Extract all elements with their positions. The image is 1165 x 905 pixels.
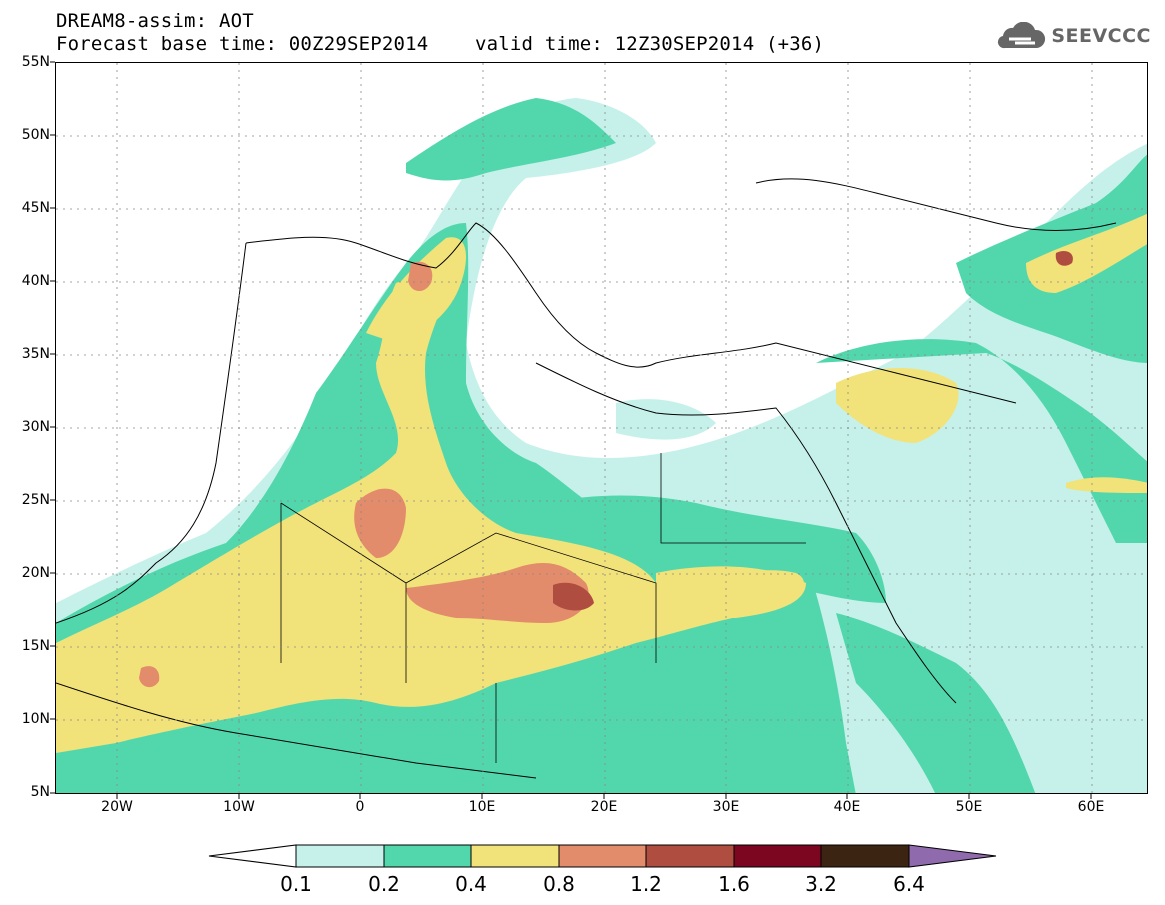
colorbar-over-arrow [908, 844, 997, 868]
lat-label: 15N [21, 638, 50, 654]
lat-label: 55N [21, 54, 50, 70]
colorbar-level: 1.2 [630, 872, 662, 896]
aot-map [55, 62, 1148, 794]
colorbar-level: 0.2 [368, 872, 400, 896]
map-title: DREAM8-assim: AOT [56, 10, 254, 32]
colorbar-bin [295, 844, 385, 868]
lon-label: 40E [833, 799, 861, 815]
colorbar-bin [558, 844, 647, 868]
colorbar-level: 3.2 [805, 872, 837, 896]
lat-label: 40N [21, 273, 50, 289]
colorbar-level: 0.8 [543, 872, 575, 896]
aot-field [56, 63, 1147, 793]
lat-label: 20N [21, 565, 50, 581]
lat-label: 35N [21, 346, 50, 362]
cloud-icon [998, 22, 1046, 49]
colorbar-bin [645, 844, 735, 868]
colorbar-bin [733, 844, 822, 868]
lon-label: 10E [468, 799, 496, 815]
lon-label: 20E [590, 799, 618, 815]
colorbar-bin [820, 844, 910, 868]
forecast-time-line: Forecast base time: 00Z29SEP2014 valid t… [56, 33, 825, 55]
lon-label: 10W [223, 799, 255, 815]
lat-label: 25N [21, 492, 50, 508]
lon-label: 20W [101, 799, 133, 815]
lon-label: 30E [712, 799, 740, 815]
colorbar-level: 0.1 [280, 872, 312, 896]
colorbar-bin [470, 844, 560, 868]
lon-label: 50E [955, 799, 983, 815]
colorbar-level: 0.4 [455, 872, 487, 896]
lat-label: 45N [21, 200, 50, 216]
lon-label: 0 [355, 799, 365, 815]
aot-band-0.4 [56, 213, 1147, 753]
colorbar-bin [383, 844, 472, 868]
aot-band-0.8 [139, 261, 589, 688]
lat-label: 10N [21, 711, 50, 727]
colorbar-level: 1.6 [718, 872, 750, 896]
lat-label: 5N [30, 784, 50, 800]
logo-text: SEEVCCC [1051, 25, 1151, 47]
colorbar-under-arrow [208, 844, 297, 868]
colorbar-level: 6.4 [893, 872, 925, 896]
lat-label: 30N [21, 419, 50, 435]
lon-label: 60E [1077, 799, 1105, 815]
aot-band-1.2 [553, 251, 1073, 611]
lat-label: 50N [21, 127, 50, 143]
seevccc-logo: SEEVCCC [995, 22, 1151, 50]
